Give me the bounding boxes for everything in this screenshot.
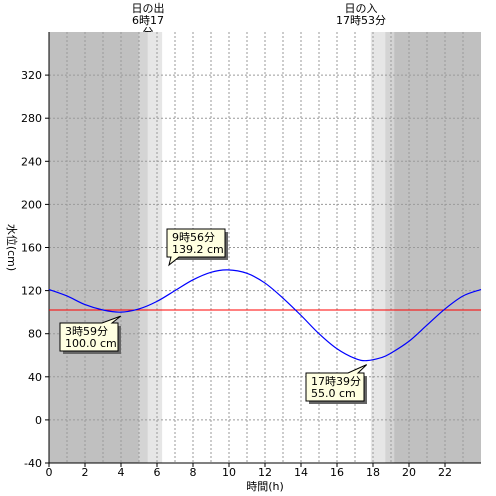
callout-time: 3時59分 (65, 325, 108, 338)
y-tick-label: 40 (28, 371, 42, 384)
y-tick-label: 280 (21, 112, 42, 125)
x-tick-label: 6 (154, 466, 161, 479)
x-tick-label: 18 (366, 466, 380, 479)
x-tick-label: 8 (190, 466, 197, 479)
callout-time: 17時39分 (311, 375, 361, 388)
y-tick-label: 120 (21, 285, 42, 298)
x-tick-label: 2 (82, 466, 89, 479)
y-tick-label: 240 (21, 155, 42, 168)
y-tick-label: 80 (28, 328, 42, 341)
callout-box (305, 364, 368, 402)
sunset-title: 日の入 (344, 2, 378, 15)
x-axis-title: 時間(h) (246, 480, 284, 493)
y-tick-label: 160 (21, 242, 42, 255)
callout-box (166, 228, 226, 267)
y-tick-label: 200 (21, 198, 42, 211)
x-tick-label: 0 (46, 466, 53, 479)
x-tick-label: 22 (438, 466, 452, 479)
callout-time: 9時56分 (172, 231, 215, 244)
y-tick-label: -40 (24, 457, 42, 470)
sunset-time: 17時53分 (336, 14, 386, 27)
x-tick-label: 20 (402, 466, 416, 479)
y-axis-title: 水位(cm) (5, 224, 19, 271)
tide-curve (48, 269, 482, 362)
sunset-label: 日の入 17時53分 (336, 3, 386, 27)
callout-box (59, 315, 122, 352)
callout-level: 55.0 cm (311, 387, 356, 400)
y-tick-label: 320 (21, 69, 42, 82)
callout-level: 100.0 cm (65, 337, 117, 350)
callout-level: 139.2 cm (172, 243, 224, 256)
y-tick-label: 0 (35, 414, 42, 427)
x-tick-label: 10 (222, 466, 236, 479)
x-tick-label: 14 (294, 466, 308, 479)
sunrise-title: 日の出 (131, 2, 165, 15)
x-tick-label: 4 (118, 466, 125, 479)
x-tick-label: 16 (330, 466, 344, 479)
x-tick-label: 12 (258, 466, 272, 479)
